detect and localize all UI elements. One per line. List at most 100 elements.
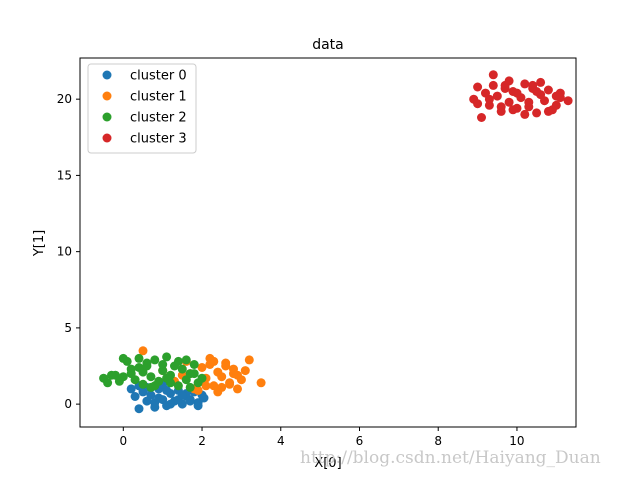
data-point-2: [138, 379, 148, 389]
y-axis-label: Y[1]: [32, 230, 47, 257]
data-point-2: [166, 378, 175, 388]
data-point-3: [512, 88, 522, 98]
data-point-0: [166, 399, 175, 409]
data-point-3: [543, 85, 553, 95]
data-point-1: [217, 372, 227, 382]
data-point-3: [555, 93, 565, 103]
data-point-2: [126, 364, 136, 374]
data-points: [99, 70, 573, 414]
data-point-2: [162, 352, 172, 362]
legend-marker: [102, 70, 112, 80]
data-point-1: [233, 384, 242, 394]
plot-frame: [79, 57, 577, 428]
data-point-2: [158, 360, 168, 369]
data-point-3: [520, 109, 530, 119]
data-point-3: [492, 91, 502, 101]
data-point-0: [146, 390, 156, 400]
data-point-3: [488, 80, 498, 90]
y-axis-ticks: 0 5 10 15 20: [57, 92, 80, 411]
legend-label: cluster 2: [130, 111, 187, 126]
data-point-1: [240, 366, 250, 376]
y-tick-label: 15: [57, 168, 72, 182]
data-point-0: [134, 404, 144, 414]
chart-title: data: [312, 37, 344, 53]
data-point-0: [130, 392, 140, 401]
data-point-1: [221, 361, 231, 371]
data-point-2: [122, 356, 132, 366]
data-point-2: [103, 378, 113, 388]
data-point-2: [173, 381, 183, 391]
data-point-2: [150, 355, 160, 365]
legend-label: cluster 3: [130, 132, 187, 147]
data-point-2: [173, 356, 183, 366]
data-point-3: [551, 100, 561, 110]
data-point-2: [130, 375, 140, 385]
legend-label: cluster 0: [130, 69, 187, 84]
data-point-3: [532, 87, 542, 96]
data-point-3: [488, 70, 498, 80]
y-tick-label: 5: [64, 321, 72, 335]
y-tick-label: 0: [64, 397, 72, 411]
data-point-0: [177, 390, 187, 400]
data-point-3: [532, 108, 542, 118]
data-point-2: [142, 361, 152, 371]
x-tick-label: 6: [356, 434, 364, 448]
data-point-3: [563, 96, 573, 106]
x-axis-label: X[0]: [314, 456, 341, 471]
legend-marker: [102, 91, 112, 101]
data-point-2: [107, 370, 116, 380]
x-tick-label: 8: [434, 434, 442, 448]
data-point-3: [473, 99, 483, 109]
legend-marker: [102, 133, 112, 143]
data-point-1: [236, 375, 246, 385]
data-point-1: [225, 379, 235, 389]
data-point-3: [524, 97, 534, 107]
data-point-3: [473, 82, 483, 92]
data-point-2: [118, 372, 128, 382]
data-point-2: [185, 382, 195, 392]
data-point-0: [193, 401, 203, 411]
data-point-2: [146, 372, 156, 382]
data-point-2: [134, 353, 144, 363]
x-tick-label: 2: [198, 434, 206, 448]
data-point-0: [185, 396, 195, 406]
data-point-2: [197, 373, 207, 383]
data-point-3: [543, 106, 553, 116]
legend-marker: [102, 112, 112, 122]
x-tick-label: 0: [119, 434, 127, 448]
data-point-3: [520, 79, 530, 89]
y-tick-label: 20: [57, 92, 72, 106]
data-point-2: [181, 355, 191, 365]
data-point-3: [477, 113, 486, 122]
data-point-1: [256, 378, 266, 388]
data-point-0: [199, 393, 209, 403]
data-point-1: [244, 355, 254, 365]
x-axis-ticks: 0 2 4 6 8 10: [119, 427, 525, 448]
data-point-3: [484, 94, 494, 104]
legend-label: cluster 1: [130, 90, 187, 105]
data-point-1: [229, 369, 238, 379]
data-point-3: [500, 84, 510, 93]
legend: cluster 0 cluster 1 cluster 2 cluster 3: [87, 63, 197, 154]
legend-items: cluster 0 cluster 1 cluster 2 cluster 3: [102, 69, 187, 147]
data-point-0: [126, 384, 136, 394]
data-point-0: [150, 402, 160, 412]
watermark-text: http://blog.csdn.net/Haiyang_Duan: [300, 448, 601, 468]
data-point-1: [197, 363, 207, 372]
data-point-3: [508, 105, 518, 115]
data-point-3: [504, 76, 514, 86]
data-point-0: [154, 393, 164, 403]
data-point-1: [209, 356, 219, 366]
data-point-3: [536, 77, 546, 87]
data-point-3: [540, 96, 549, 106]
y-tick-label: 10: [57, 245, 72, 259]
data-point-3: [504, 97, 514, 107]
data-point-2: [189, 360, 199, 369]
legend-box: [87, 63, 197, 154]
data-point-2: [189, 369, 199, 379]
data-point-1: [138, 346, 148, 356]
data-point-1: [201, 381, 211, 391]
data-point-1: [213, 387, 223, 397]
data-point-3: [496, 102, 506, 112]
